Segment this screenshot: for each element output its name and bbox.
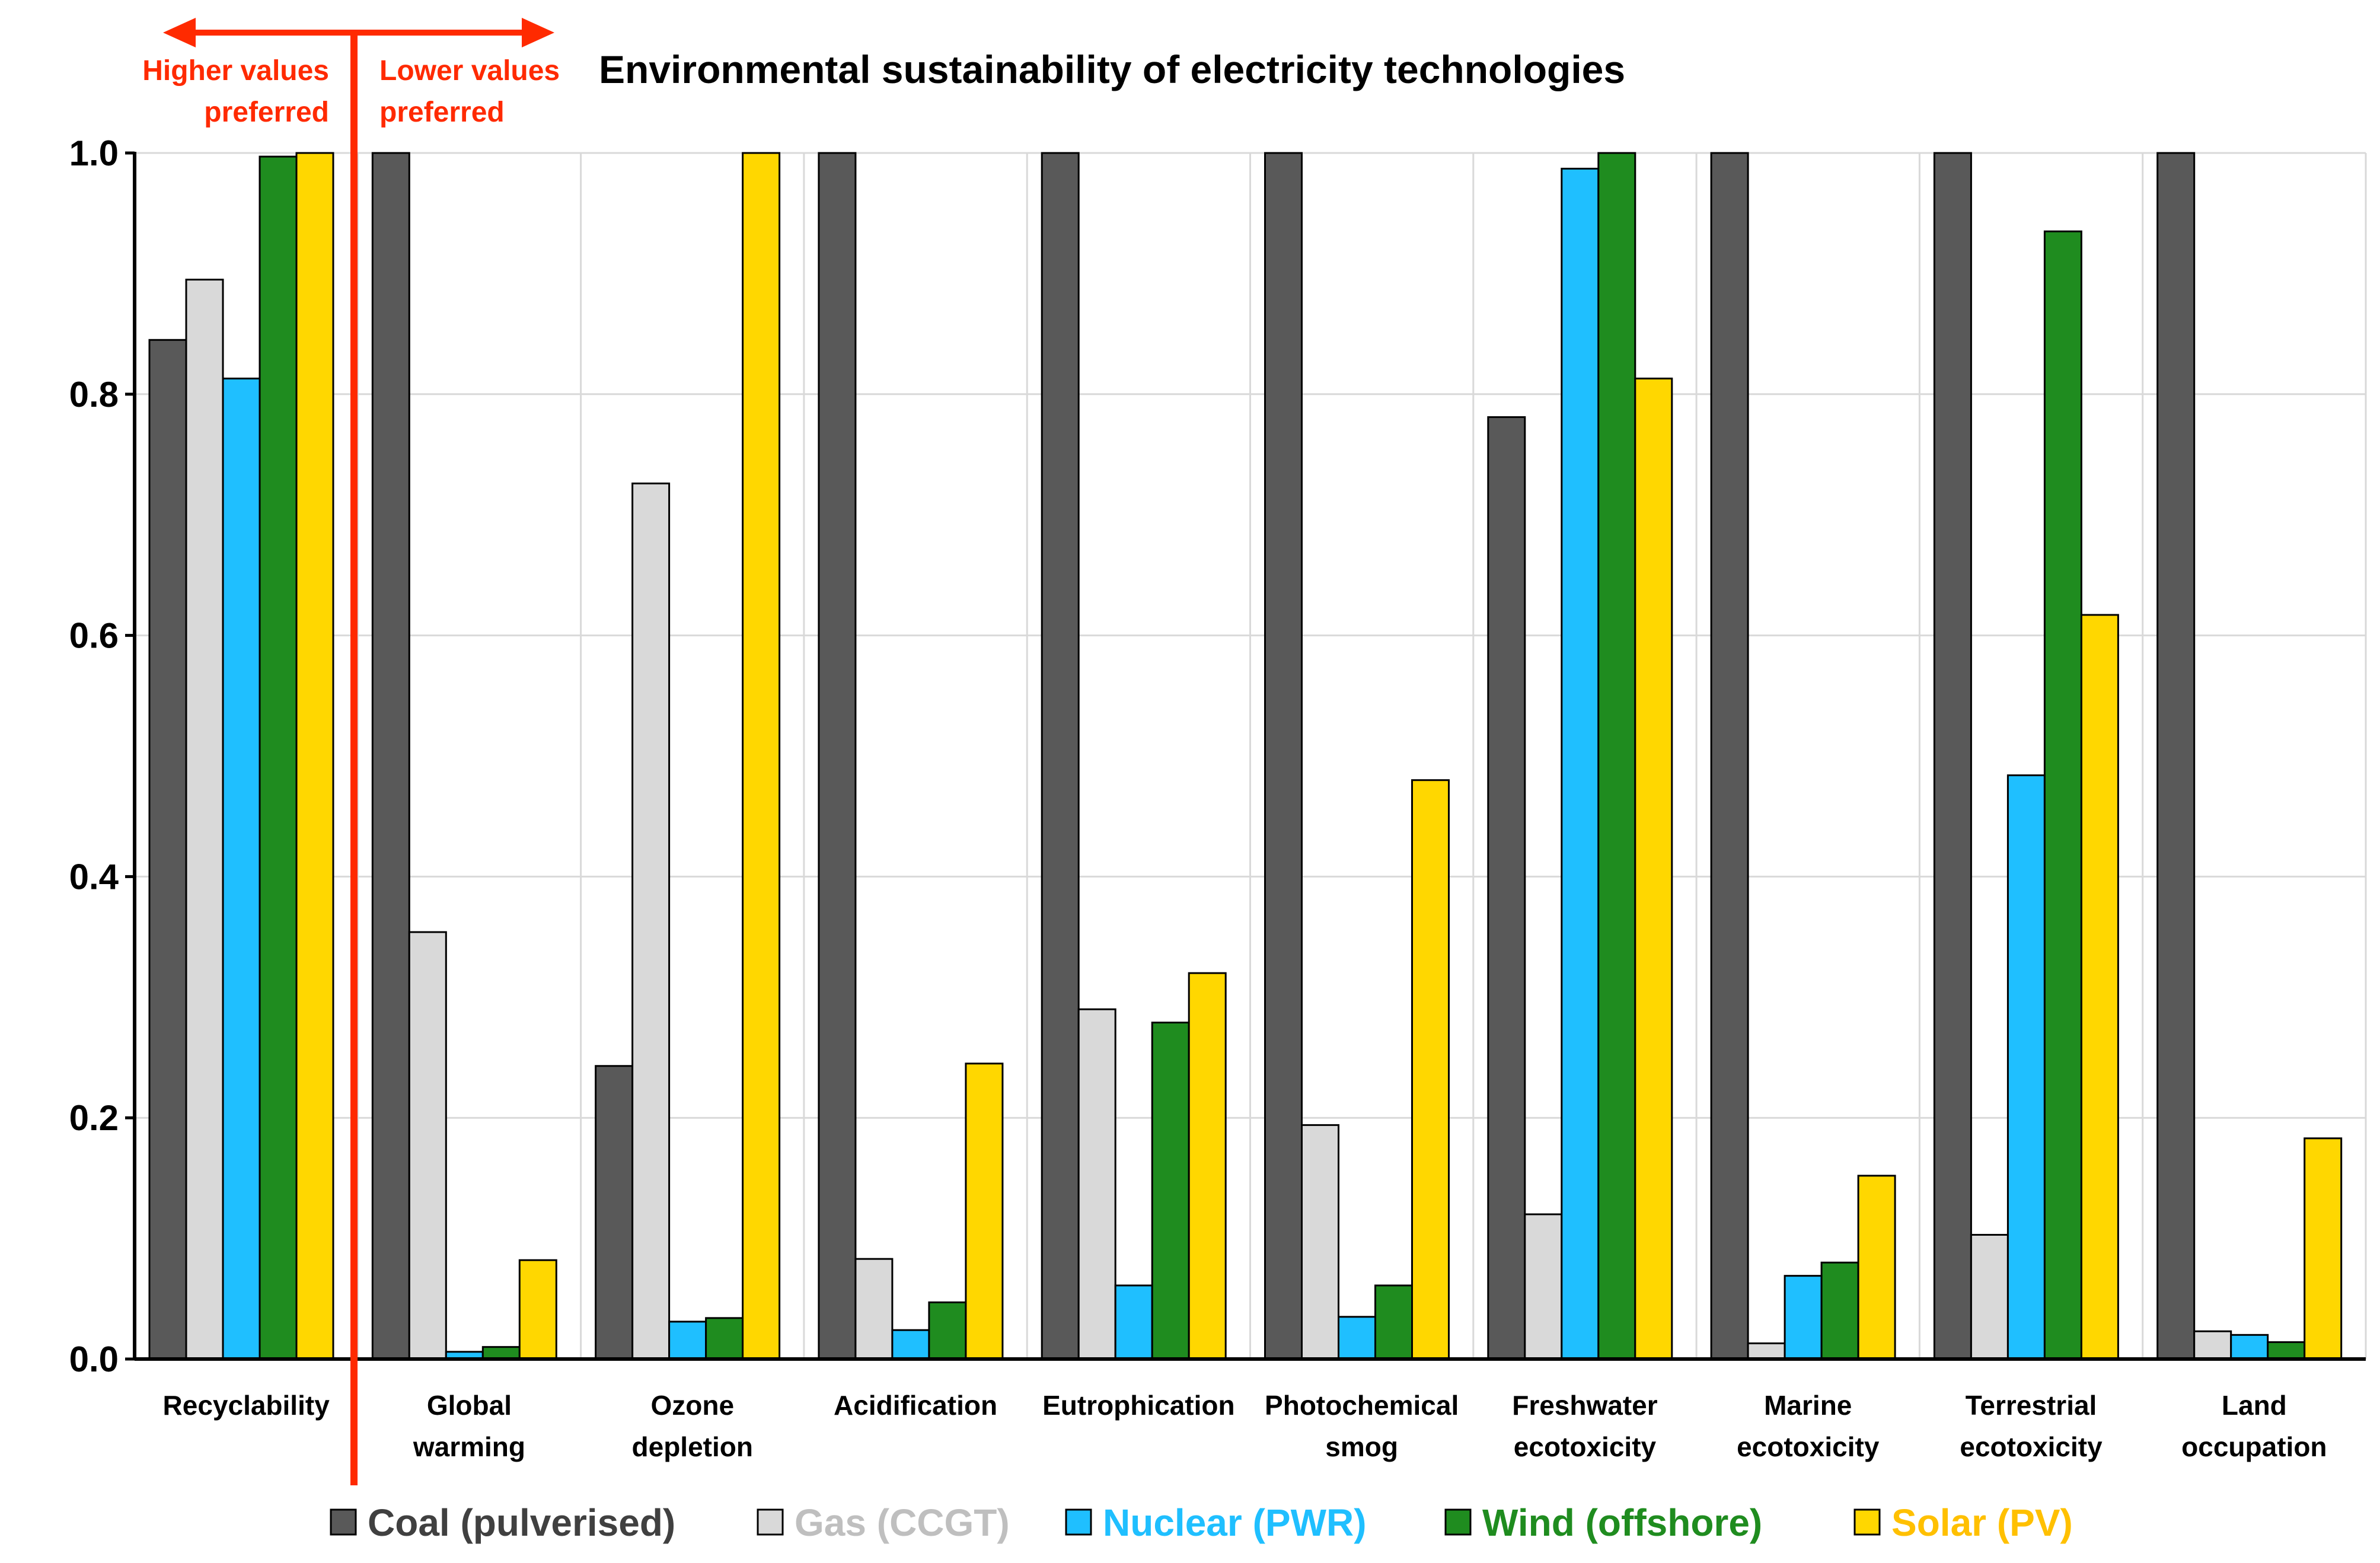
bar-nuclear xyxy=(668,1320,707,1360)
x-category-label: ecotoxicity xyxy=(1737,1431,1880,1462)
bar-nuclear xyxy=(2230,1334,2269,1360)
legend-swatch-wind xyxy=(1444,1508,1472,1536)
legend-label-solar: Solar (PV) xyxy=(1891,1501,2073,1544)
bar-coal xyxy=(1487,416,1526,1360)
bar-gas xyxy=(1970,1233,2009,1360)
x-category-label: Recyclability xyxy=(163,1390,330,1421)
bar-wind xyxy=(259,155,298,1360)
legend-label-gas: Gas (CCGT) xyxy=(795,1501,1010,1544)
chart-title: Environmental sustainability of electric… xyxy=(599,47,1625,91)
x-category-label: Acidification xyxy=(834,1390,997,1421)
bar-nuclear xyxy=(1561,167,1600,1360)
bar-wind xyxy=(1820,1261,1859,1360)
bar-gas xyxy=(1077,1008,1116,1360)
bar-coal xyxy=(2156,152,2196,1360)
x-category-label: Global xyxy=(427,1390,512,1421)
x-category-label: Freshwater xyxy=(1512,1390,1658,1421)
x-category-label: warming xyxy=(413,1431,525,1462)
y-tick-label: 1.0 xyxy=(69,133,119,173)
bar-gas xyxy=(408,931,447,1360)
bar-gas xyxy=(2193,1330,2232,1360)
bar-gas xyxy=(185,279,224,1360)
bar-wind xyxy=(481,1346,521,1360)
x-category-label: ecotoxicity xyxy=(1514,1431,1657,1462)
bar-solar xyxy=(965,1063,1004,1360)
bar-solar xyxy=(742,152,781,1360)
legend-label-nuclear: Nuclear (PWR) xyxy=(1103,1501,1367,1544)
bar-wind xyxy=(705,1317,744,1360)
y-tick-label: 0.6 xyxy=(69,616,119,656)
bar-wind xyxy=(2267,1341,2306,1360)
x-category-label: smog xyxy=(1325,1431,1398,1462)
bar-coal xyxy=(1264,152,1303,1360)
x-category-label: Ozone xyxy=(650,1390,734,1421)
y-tick-label: 0.4 xyxy=(69,857,119,897)
y-tick-label: 0.0 xyxy=(69,1339,119,1379)
x-category-label: ecotoxicity xyxy=(1960,1431,2103,1462)
arrow-right-head xyxy=(522,18,554,47)
bar-gas xyxy=(854,1258,894,1360)
arrow-left-head xyxy=(163,18,196,47)
bars xyxy=(148,152,2343,1360)
bar-wind xyxy=(928,1301,967,1360)
bar-nuclear xyxy=(2006,774,2046,1360)
legend: Coal (pulverised) Gas (CCGT) Nuclear (PWR)… xyxy=(330,1501,2073,1544)
x-category-label: Photochemical xyxy=(1265,1390,1459,1421)
bar-solar xyxy=(2304,1137,2343,1360)
bar-nuclear xyxy=(222,377,261,1360)
legend-swatch-coal xyxy=(330,1508,357,1536)
bar-solar xyxy=(1634,377,1673,1360)
bar-coal xyxy=(1710,152,1749,1360)
axes: 0.0 0.2 0.4 0.6 0.8 1.0 xyxy=(69,133,2366,1379)
y-tick-label: 0.2 xyxy=(69,1098,119,1138)
bar-wind xyxy=(1151,1022,1190,1360)
legend-swatch-nuclear xyxy=(1065,1508,1092,1536)
bar-coal xyxy=(148,339,187,1360)
bar-solar xyxy=(1411,779,1450,1360)
bar-wind xyxy=(1597,152,1636,1360)
bar-solar xyxy=(1857,1175,1896,1360)
bar-solar xyxy=(2080,614,2119,1360)
bar-gas xyxy=(631,482,671,1360)
preference-annotation: Higher values preferred Lower values pre… xyxy=(142,18,560,1485)
bar-gas xyxy=(1524,1213,1563,1360)
x-category-label: Eutrophication xyxy=(1042,1390,1235,1421)
bar-solar xyxy=(518,1259,557,1360)
lower-values-label-line1: Lower values xyxy=(379,55,560,87)
y-tick-label: 0.8 xyxy=(69,375,119,414)
legend-swatch-gas xyxy=(757,1508,784,1536)
x-category-label: occupation xyxy=(2181,1431,2327,1462)
bar-wind xyxy=(1374,1284,1413,1360)
bar-wind xyxy=(2043,230,2082,1360)
lower-values-label-line2: preferred xyxy=(379,97,505,128)
bar-gas xyxy=(1747,1342,1786,1360)
bar-nuclear xyxy=(1338,1316,1376,1360)
x-category-label: Land xyxy=(2222,1390,2287,1421)
bar-nuclear xyxy=(1784,1275,1823,1360)
higher-values-label-line2: preferred xyxy=(204,97,329,128)
bar-nuclear xyxy=(891,1329,930,1360)
legend-label-wind: Wind (offshore) xyxy=(1482,1501,1762,1544)
bar-coal xyxy=(595,1065,634,1360)
bar-solar xyxy=(295,152,334,1360)
category-labels: Recyclability Global warming Ozone depletion… xyxy=(163,1390,2327,1462)
x-category-label: Terrestrial xyxy=(1966,1390,2097,1421)
bar-gas xyxy=(1301,1124,1339,1360)
bar-coal xyxy=(1933,152,1972,1360)
bar-nuclear xyxy=(1114,1284,1153,1360)
grid xyxy=(135,152,2367,1359)
higher-values-label-line1: Higher values xyxy=(142,55,329,87)
legend-label-coal: Coal (pulverised) xyxy=(368,1501,675,1544)
bar-solar xyxy=(1188,972,1227,1360)
bar-coal xyxy=(1041,152,1080,1360)
bar-coal xyxy=(818,152,857,1360)
bar-coal xyxy=(371,152,410,1360)
x-category-label: Marine xyxy=(1764,1390,1852,1421)
x-category-label: depletion xyxy=(632,1431,753,1462)
legend-swatch-solar xyxy=(1853,1508,1881,1536)
